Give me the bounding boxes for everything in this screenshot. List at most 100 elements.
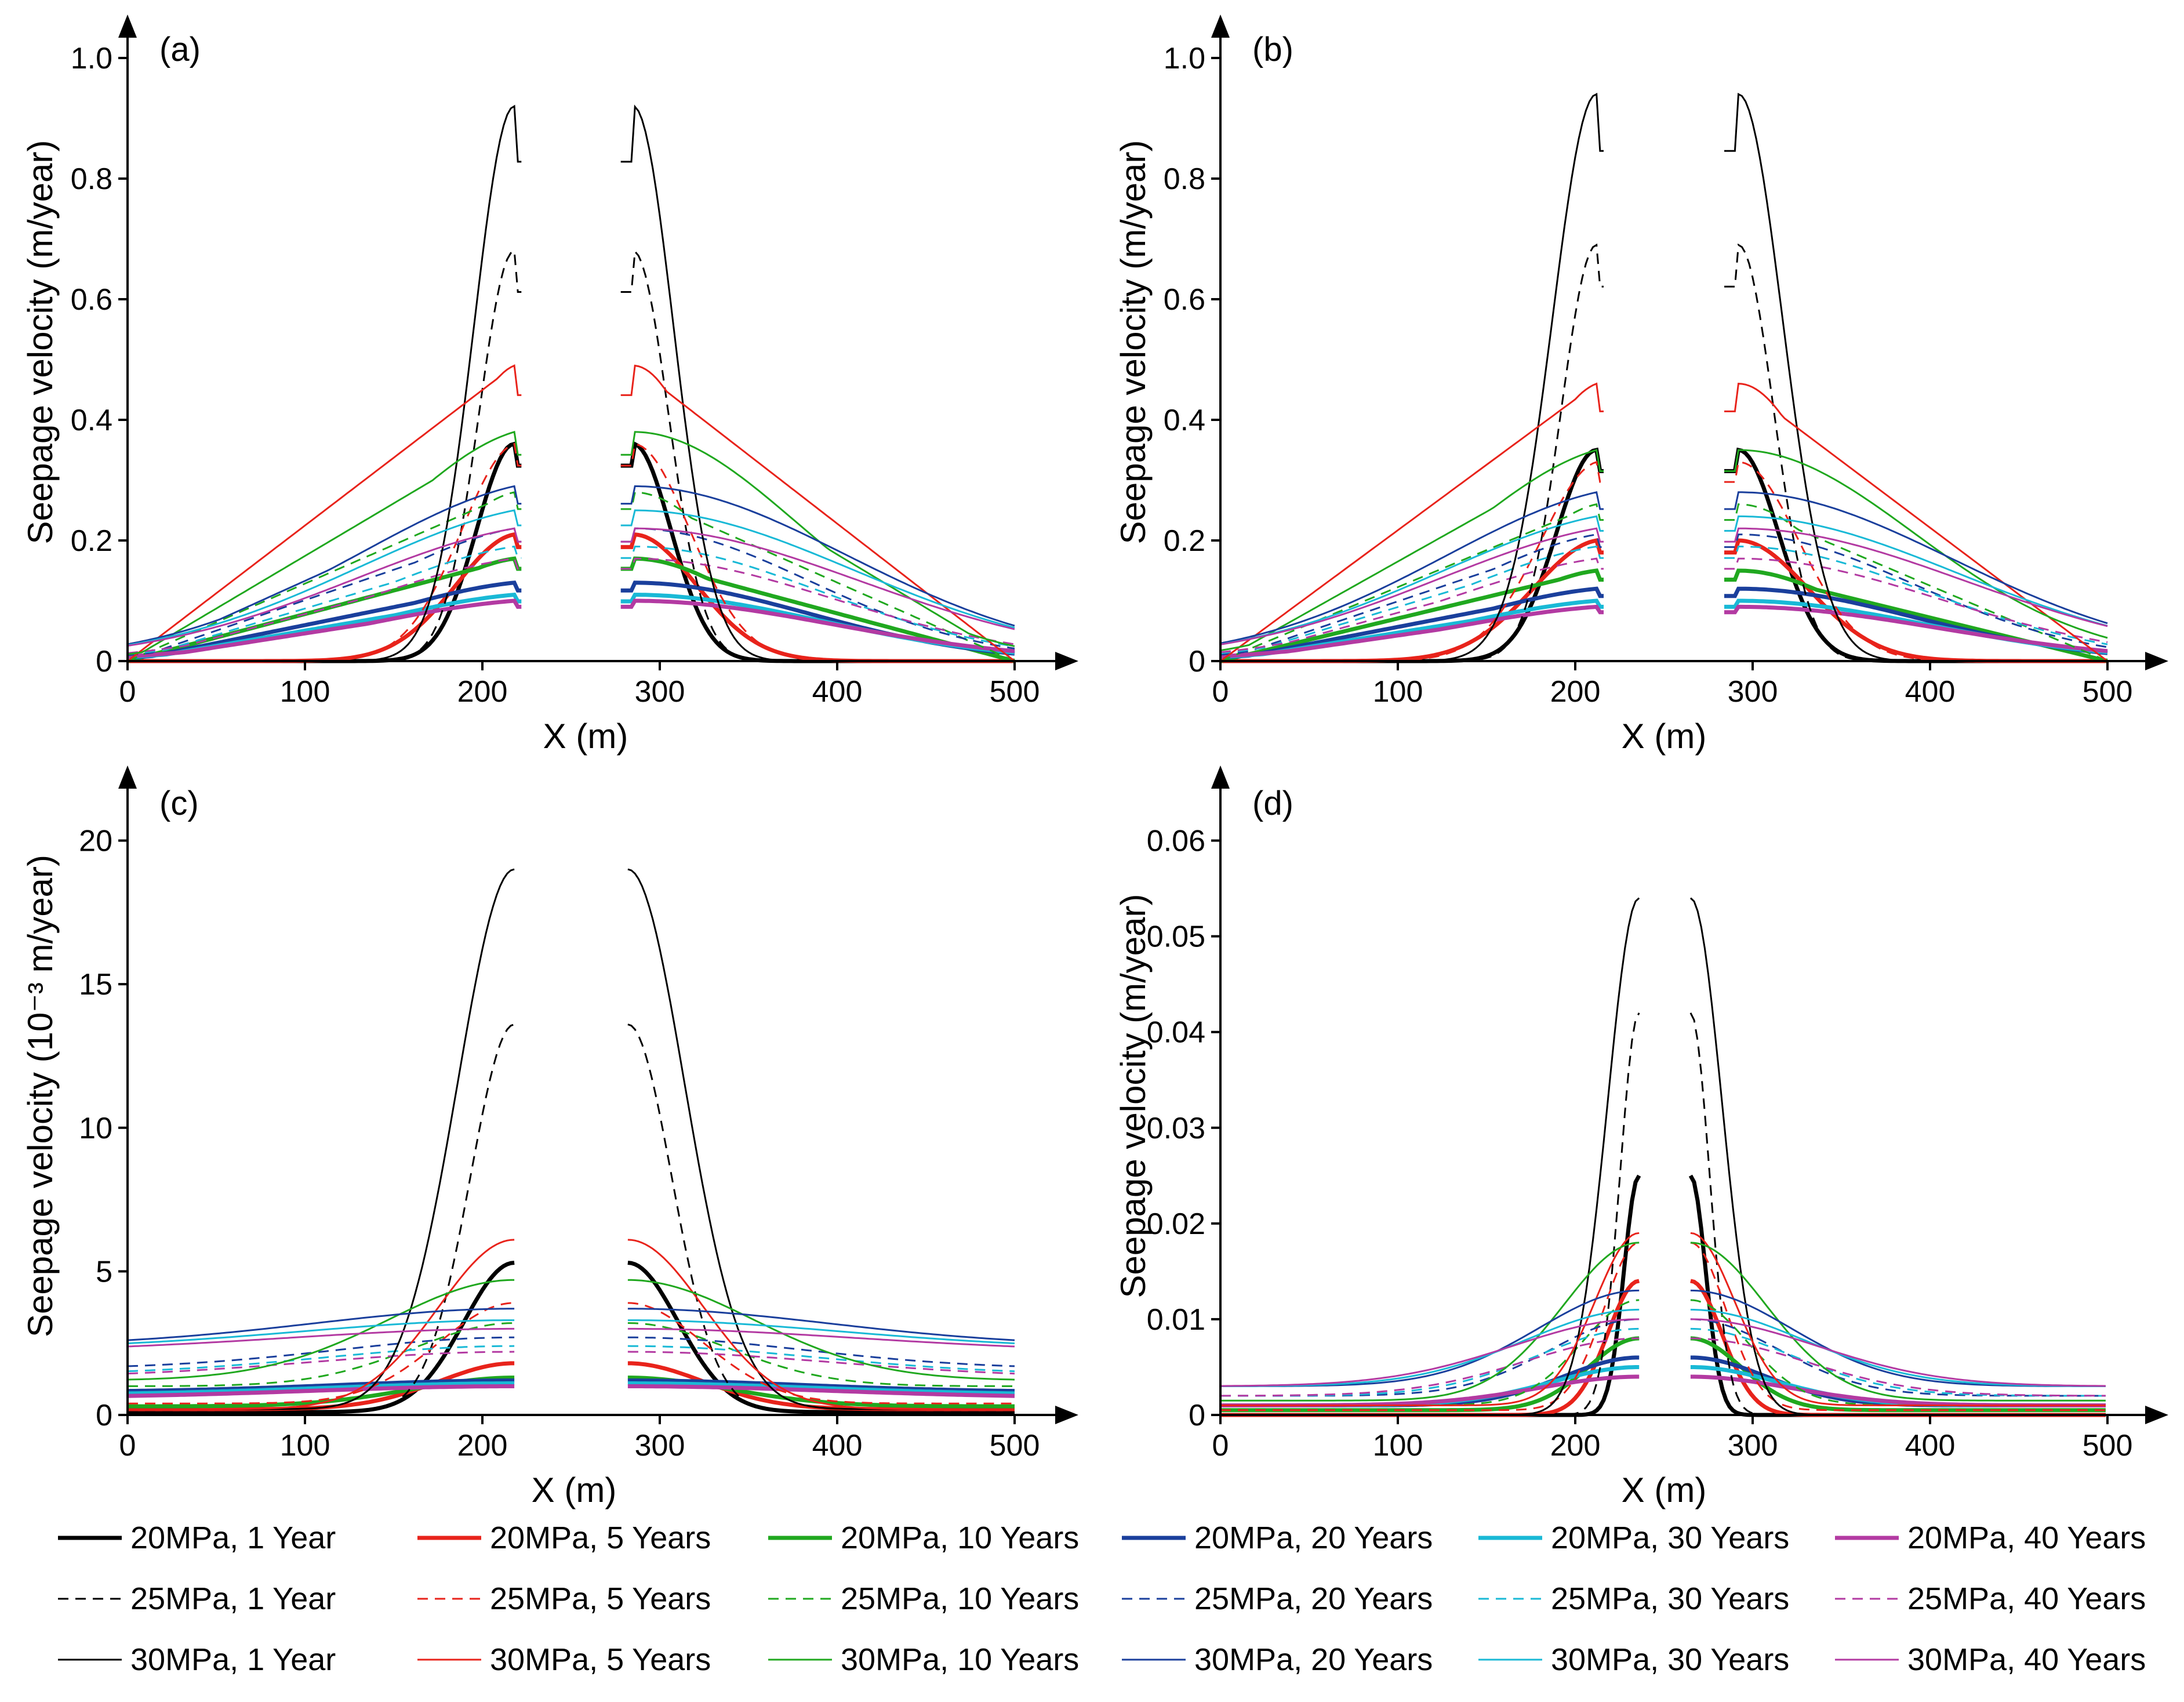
series-layer (127, 104, 1015, 663)
y-axis-label: Seepage velocity (m/year) (1114, 894, 1153, 1298)
series-line (128, 1322, 515, 1387)
series-line (1724, 447, 2107, 663)
x-tick-label: 500 (2083, 675, 2133, 709)
series-line (627, 1308, 1015, 1341)
series-line (1724, 383, 2108, 662)
y-axis-label: Seepage velocity (10⁻³ m/year) (21, 855, 60, 1337)
x-tick-label: 500 (990, 1429, 1040, 1463)
ticks: 0 100 200 300 400 500 0 0.2 0.4 0.6 0.8 1.0 (1164, 42, 2133, 709)
series-line (620, 249, 1015, 662)
x-tick-label: 0 (119, 675, 136, 709)
legend-label: 25MPa, 10 Years (841, 1581, 1079, 1616)
series-line (127, 430, 522, 655)
panel-label: (d) (1252, 785, 1293, 822)
x-tick-label: 300 (1728, 675, 1778, 709)
legend-item: 25MPa, 1 Year (58, 1581, 336, 1616)
y-tick-label: 1.0 (1164, 42, 1205, 75)
series-line (1220, 1299, 1640, 1406)
ticks: 0 100 200 300 400 500 0 5 10 15 20 (79, 825, 1040, 1463)
series-line (627, 1336, 1015, 1367)
series-line (627, 1302, 1015, 1405)
panel-label: (a) (159, 31, 201, 68)
y-tick-label: 0 (1189, 645, 1205, 678)
series-line (1220, 604, 1604, 659)
legend-label: 30MPa, 40 Years (1907, 1642, 2146, 1677)
panel-label: (c) (159, 785, 199, 822)
series-line (620, 104, 1015, 662)
legend-item: 25MPa, 30 Years (1478, 1581, 1789, 1616)
x-tick-label: 400 (812, 675, 863, 709)
series-line (127, 485, 522, 645)
series-line (1689, 897, 2106, 1416)
series-line (627, 1327, 1015, 1348)
y-tick-label: 1.0 (71, 42, 112, 75)
series-line (1690, 1318, 2106, 1387)
series-line (1724, 503, 2108, 662)
series-line (128, 1302, 515, 1405)
series-line (1690, 1242, 2106, 1411)
series-line (620, 598, 1015, 654)
legend-label: 25MPa, 5 Years (490, 1581, 711, 1616)
legend-item: 20MPa, 40 Years (1835, 1520, 2146, 1555)
x-tick-label: 100 (280, 675, 330, 709)
x-tick-label: 0 (1212, 675, 1229, 709)
legend-label: 20MPa, 10 Years (841, 1520, 1079, 1555)
series-line (127, 556, 522, 663)
x-tick-label: 400 (812, 1429, 863, 1463)
series-line (1690, 1232, 2106, 1406)
series-line (1220, 557, 1604, 654)
series-line (627, 1381, 1015, 1396)
series-line (1220, 533, 1604, 656)
y-tick-label: 10 (79, 1112, 112, 1145)
series-line (620, 545, 1015, 648)
series-line (1220, 491, 1604, 644)
y-tick-label: 0.02 (1147, 1207, 1205, 1241)
x-axis-label: X (m) (532, 1471, 617, 1509)
legend-label: 30MPa, 1 Year (130, 1642, 336, 1677)
y-tick-label: 0.2 (1164, 524, 1205, 558)
x-axis-label: X (m) (543, 717, 628, 756)
series-line (620, 485, 1015, 627)
x-tick-label: 400 (1905, 1429, 1956, 1463)
series-line (627, 1384, 1015, 1398)
series-line (127, 1381, 515, 1396)
legend-item: 25MPa, 40 Years (1835, 1581, 2146, 1616)
axes (118, 14, 1078, 670)
x-tick-label: 0 (1212, 1429, 1229, 1463)
series-line (627, 1345, 1015, 1373)
legend-item: 30MPa, 5 Years (417, 1642, 711, 1677)
series-line (1724, 491, 2108, 625)
series-line (127, 1345, 515, 1373)
legend-item: 25MPa, 20 Years (1122, 1581, 1433, 1616)
series-line (620, 527, 1015, 649)
x-tick-label: 300 (1728, 1429, 1778, 1463)
legend-item: 30MPa, 40 Years (1835, 1642, 2146, 1677)
series-line (620, 509, 1015, 629)
series-line (620, 557, 1015, 645)
x-tick-label: 200 (457, 1429, 508, 1463)
y-tick-label: 0.6 (71, 283, 112, 317)
legend-label: 30MPa, 30 Years (1551, 1642, 1789, 1677)
y-tick-label: 0.06 (1147, 825, 1205, 858)
series-line (127, 1336, 515, 1367)
y-tick-label: 0.8 (71, 162, 112, 196)
series-line (1724, 527, 2108, 627)
series-line (128, 532, 522, 663)
y-axis-arrow (118, 14, 137, 38)
x-axis-arrow (2145, 1406, 2168, 1424)
series-line (1724, 545, 2108, 645)
x-tick-label: 200 (457, 675, 508, 709)
series-line (127, 1351, 515, 1375)
x-tick-label: 500 (2083, 1429, 2133, 1463)
x-tick-label: 0 (119, 1429, 136, 1463)
series-line (1220, 1013, 1640, 1416)
ticks: 0 100 200 300 400 500 0 0.2 0.4 0.6 0.8 1.0 (71, 42, 1040, 709)
series-line (127, 527, 522, 647)
legend: 20MPa, 1 Year 20MPa, 5 Years 20MPa, 10 Yea… (58, 1520, 2146, 1677)
series-line (127, 1384, 515, 1398)
legend-item: 25MPa, 10 Years (768, 1581, 1079, 1616)
legend-label: 20MPa, 1 Year (130, 1520, 336, 1555)
series-line (1220, 1242, 1640, 1402)
panel-c: 0 100 200 300 400 500 0 5 10 15 20 (c) X (m) Seepa… (21, 765, 1078, 1509)
y-axis-arrow (118, 765, 137, 789)
